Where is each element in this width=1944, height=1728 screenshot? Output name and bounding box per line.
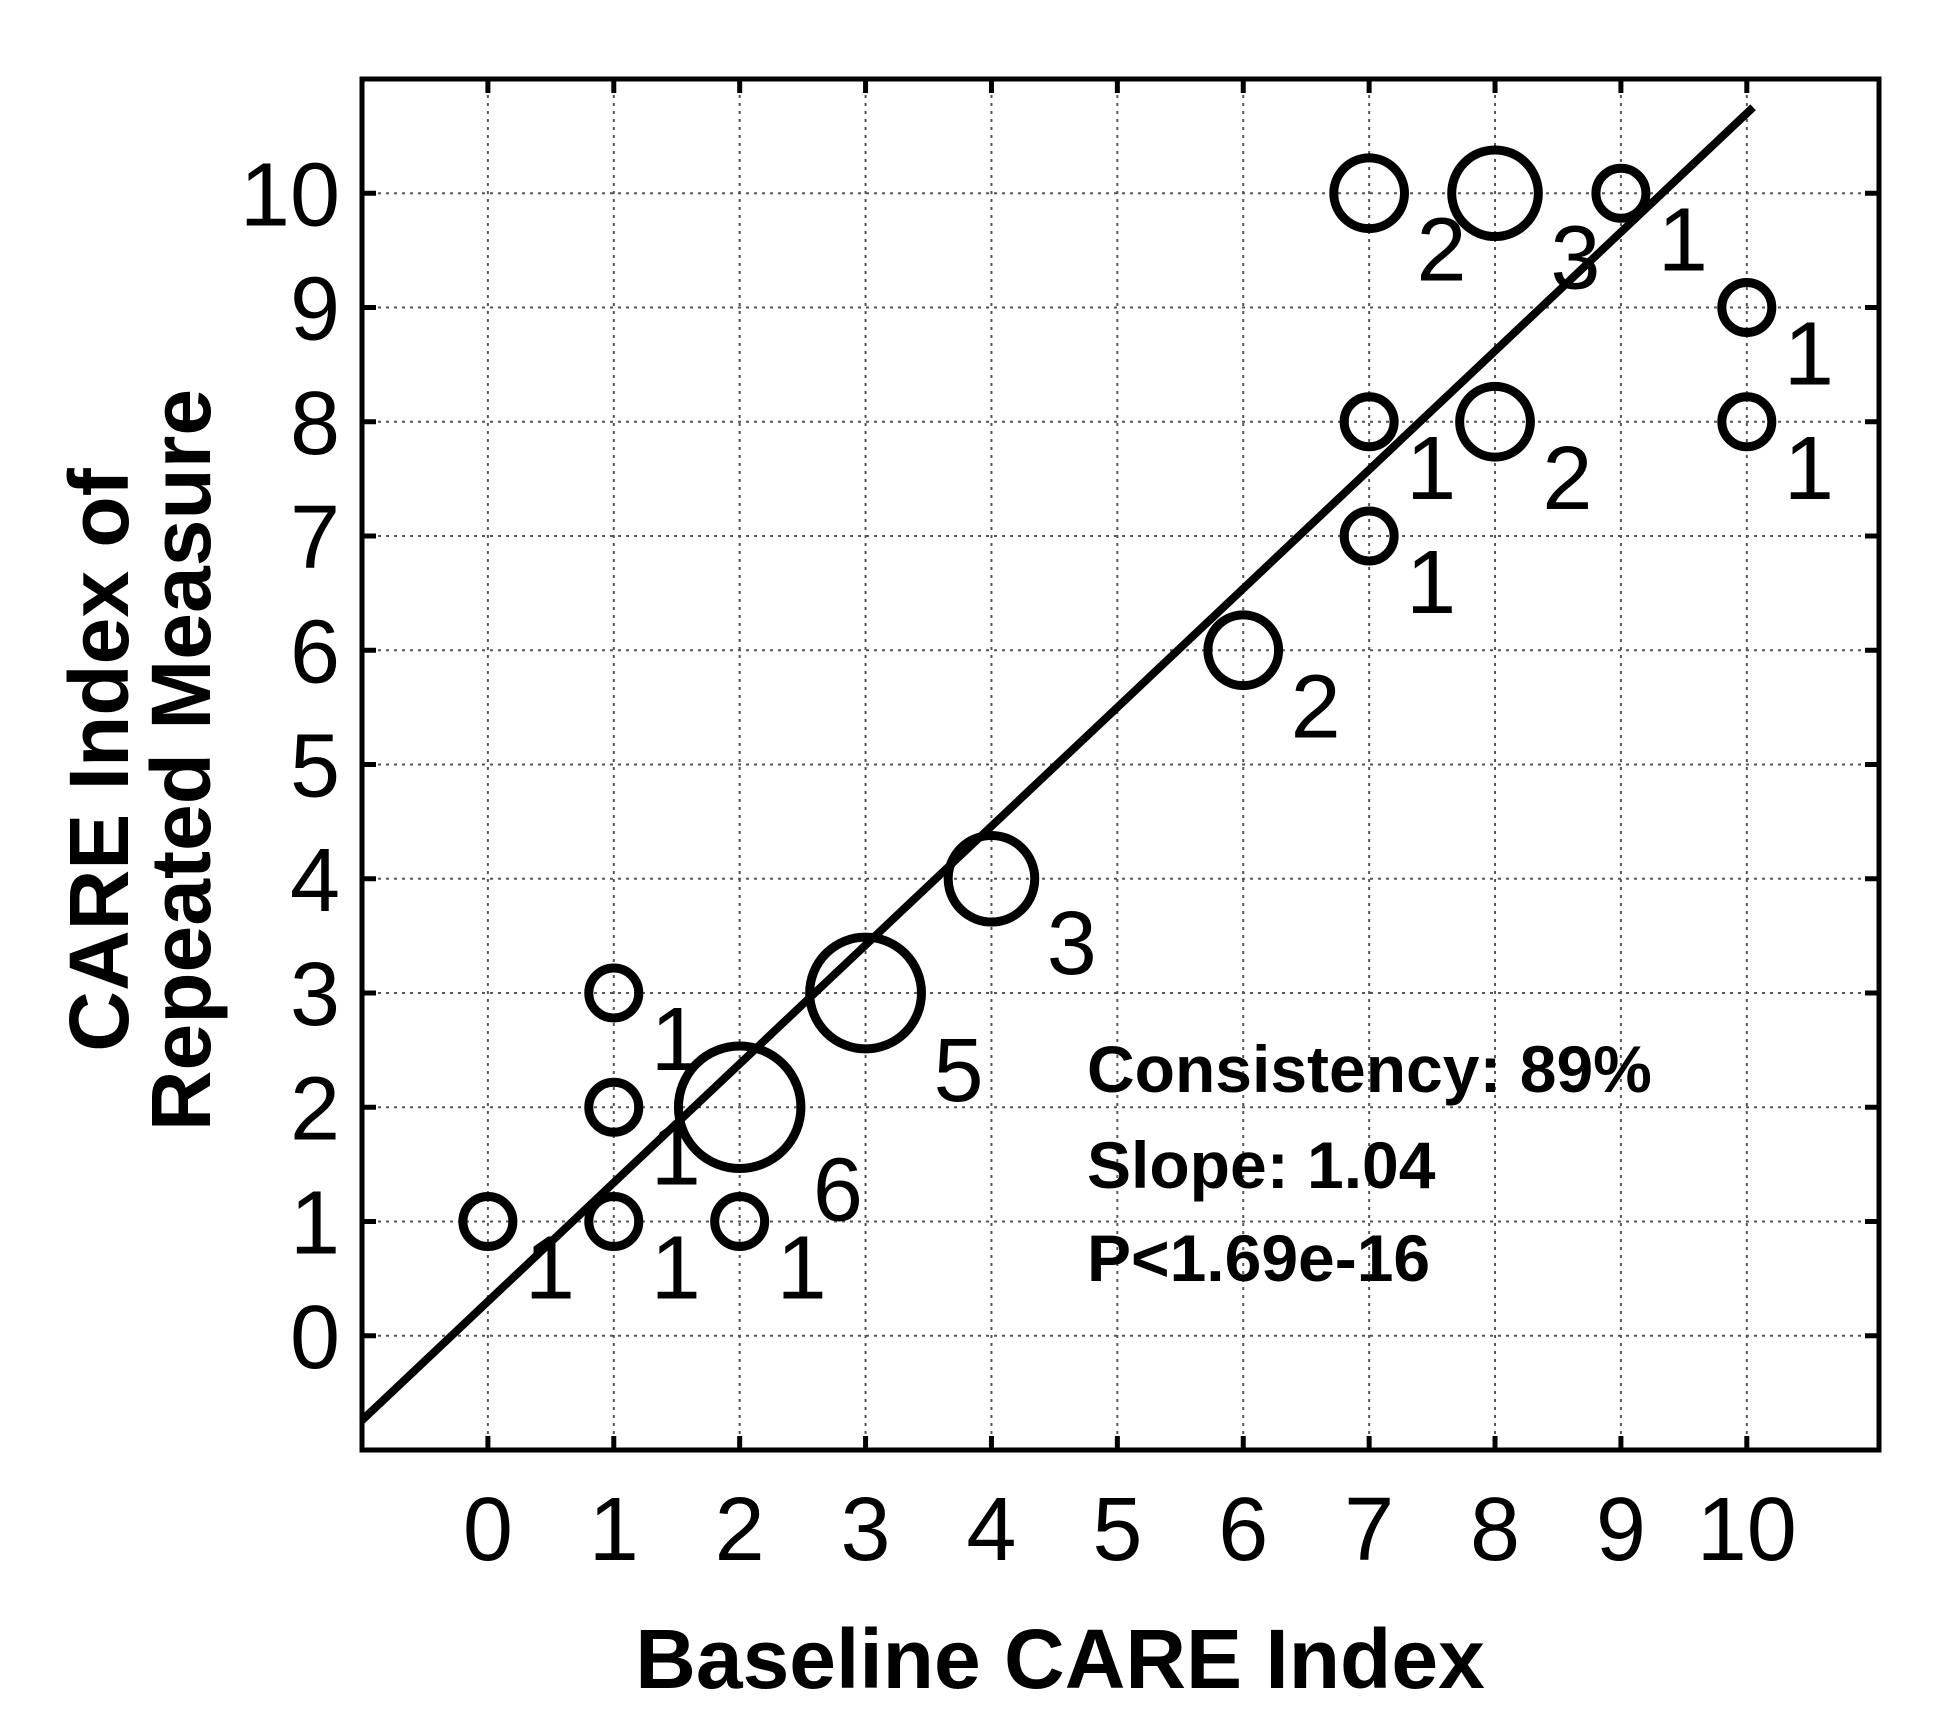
data-point [1447, 145, 1543, 242]
point-count-label: 6 [813, 1140, 863, 1240]
point-count-label: 1 [777, 1219, 827, 1319]
y-tick-label: 1 [290, 1174, 340, 1274]
data-point [584, 963, 644, 1023]
point-count-label: 2 [1542, 429, 1592, 529]
data-point [805, 932, 926, 1054]
point-count-label: 1 [1406, 419, 1456, 519]
data-point [584, 1077, 644, 1137]
x-axis-title: Baseline CARE Index [635, 1612, 1485, 1706]
point-count-label: 2 [1416, 201, 1466, 301]
data-points [458, 145, 1777, 1251]
data-point [584, 1192, 644, 1251]
data-point [458, 1192, 518, 1251]
y-tick-labels: 0 1 2 3 4 5 6 7 8 9 10 [240, 145, 340, 1388]
data-point [710, 1192, 770, 1251]
point-count-label: 1 [651, 990, 701, 1090]
data-point [1455, 381, 1535, 462]
y-tick-label: 4 [290, 831, 340, 931]
y-tick-label: 0 [290, 1288, 340, 1388]
x-tick-label: 1 [589, 1480, 639, 1580]
point-count-label: 1 [1784, 419, 1834, 519]
x-tick-label: 9 [1596, 1480, 1646, 1580]
x-tick-label: 0 [463, 1480, 513, 1580]
data-point [1339, 392, 1399, 452]
data-point [1717, 392, 1777, 452]
p-value-annotation: P<1.69e-16 [1087, 1221, 1430, 1295]
slope-annotation: Slope: 1.04 [1087, 1128, 1436, 1202]
point-count-label: 1 [1784, 305, 1834, 405]
x-tick-label: 3 [841, 1480, 891, 1580]
data-point [1329, 153, 1409, 234]
x-tick-label: 4 [966, 1480, 1016, 1580]
data-point [1339, 506, 1399, 566]
plot-frame [359, 76, 1882, 1453]
point-count-label: 3 [1550, 209, 1600, 309]
data-point [673, 1041, 806, 1173]
data-point [1203, 610, 1284, 691]
y-axis-title-line-2: Repeated Measure [134, 389, 228, 1131]
data-point [943, 830, 1040, 927]
y-tick-label: 6 [290, 602, 340, 702]
point-count-label: 1 [1658, 190, 1708, 290]
y-tick-label: 9 [290, 260, 340, 360]
y-tick-label: 3 [290, 945, 340, 1045]
point-count-label: 3 [1047, 894, 1097, 994]
y-tick-label: 8 [290, 374, 340, 474]
y-tick-label: 5 [290, 717, 340, 817]
point-count-label: 1 [525, 1219, 575, 1319]
y-tick-label: 2 [290, 1059, 340, 1159]
point-count-label: 1 [651, 1104, 701, 1204]
y-tick-label: 10 [240, 145, 340, 245]
data-point [1717, 278, 1777, 337]
point-count-label: 1 [651, 1219, 701, 1319]
data-point [1591, 163, 1651, 223]
x-tick-labels: 0 1 2 3 4 5 6 7 8 9 10 [463, 1480, 1797, 1580]
x-tick-label: 2 [715, 1480, 765, 1580]
y-axis-title-line-1: CARE Index of [52, 467, 146, 1051]
x-tick-label: 6 [1218, 1480, 1268, 1580]
point-count-label: 1 [1406, 533, 1456, 633]
x-tick-label: 7 [1344, 1480, 1394, 1580]
y-tick-label: 7 [290, 488, 340, 588]
point-count-label: 2 [1291, 658, 1341, 758]
grid-lines [362, 79, 1879, 1450]
x-tick-label: 5 [1092, 1480, 1142, 1580]
point-count-label: 5 [933, 1021, 983, 1121]
consistency-annotation: Consistency: 89% [1087, 1032, 1652, 1106]
x-tick-label: 10 [1697, 1480, 1797, 1580]
x-tick-label: 8 [1470, 1480, 1520, 1580]
